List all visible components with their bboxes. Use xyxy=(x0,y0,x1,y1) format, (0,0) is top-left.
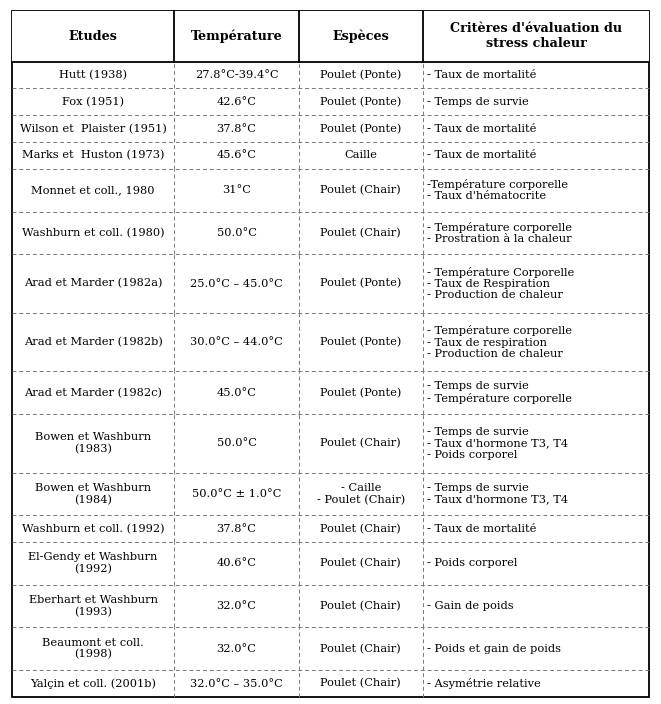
Text: Poulet (Chair): Poulet (Chair) xyxy=(321,643,401,654)
Text: - Poids corporel: - Poids corporel xyxy=(427,558,518,568)
Text: 40.6°C: 40.6°C xyxy=(217,558,256,568)
Text: Fox (1951): Fox (1951) xyxy=(62,96,124,107)
Text: - Caille
- Poulet (Chair): - Caille - Poulet (Chair) xyxy=(317,483,405,505)
Text: Température: Température xyxy=(190,30,282,43)
Text: Marks et  Huston (1973): Marks et Huston (1973) xyxy=(22,151,165,161)
Text: 31°C: 31°C xyxy=(222,185,251,195)
Text: - Taux de mortalité: - Taux de mortalité xyxy=(427,151,536,161)
Text: - Taux de mortalité: - Taux de mortalité xyxy=(427,524,536,534)
Text: Arad et Marder (1982b): Arad et Marder (1982b) xyxy=(24,337,163,347)
Text: Washburn et coll. (1992): Washburn et coll. (1992) xyxy=(22,524,165,534)
Text: Poulet (Chair): Poulet (Chair) xyxy=(321,601,401,611)
Text: - Asymétrie relative: - Asymétrie relative xyxy=(427,678,541,689)
Text: Arad et Marder (1982c): Arad et Marder (1982c) xyxy=(24,387,162,398)
Text: Poulet (Ponte): Poulet (Ponte) xyxy=(320,70,401,80)
Text: Poulet (Chair): Poulet (Chair) xyxy=(321,524,401,534)
Text: Poulet (Ponte): Poulet (Ponte) xyxy=(320,123,401,134)
Text: Monnet et coll., 1980: Monnet et coll., 1980 xyxy=(31,185,155,195)
Text: Washburn et coll. (1980): Washburn et coll. (1980) xyxy=(22,228,165,238)
Text: Wilson et  Plaister (1951): Wilson et Plaister (1951) xyxy=(20,123,167,134)
Text: Bowen et Washburn
(1983): Bowen et Washburn (1983) xyxy=(35,432,151,454)
Text: Beaumont et coll.
(1998): Beaumont et coll. (1998) xyxy=(42,638,144,660)
Text: Poulet (Chair): Poulet (Chair) xyxy=(321,558,401,569)
Text: 42.6°C: 42.6°C xyxy=(217,96,256,107)
Text: 45.6°C: 45.6°C xyxy=(217,151,256,161)
Text: Bowen et Washburn
(1984): Bowen et Washburn (1984) xyxy=(35,483,151,505)
Text: Espèces: Espèces xyxy=(332,30,389,43)
Text: - Temps de survie
- Taux d'hormone T3, T4: - Temps de survie - Taux d'hormone T3, T… xyxy=(427,483,568,505)
Text: - Temps de survie
- Taux d'hormone T3, T4
- Poids corporel: - Temps de survie - Taux d'hormone T3, T… xyxy=(427,427,568,460)
Text: Arad et Marder (1982a): Arad et Marder (1982a) xyxy=(24,278,163,289)
Text: Poulet (Chair): Poulet (Chair) xyxy=(321,185,401,196)
Text: - Taux de mortalité: - Taux de mortalité xyxy=(427,124,536,134)
Text: Yalçin et coll. (2001b): Yalçin et coll. (2001b) xyxy=(30,678,156,689)
Text: 37.8°C: 37.8°C xyxy=(217,124,256,134)
Text: -Température corporelle
- Taux d'hématocrite: -Température corporelle - Taux d'hématoc… xyxy=(427,179,568,201)
Text: 32.0°C: 32.0°C xyxy=(217,643,256,654)
Text: Eberhart et Washburn
(1993): Eberhart et Washburn (1993) xyxy=(28,595,157,617)
Text: 27.8°C-39.4°C: 27.8°C-39.4°C xyxy=(195,70,278,80)
Text: 50.0°C: 50.0°C xyxy=(217,439,256,448)
Text: Poulet (Ponte): Poulet (Ponte) xyxy=(320,387,401,398)
Text: Poulet (Ponte): Poulet (Ponte) xyxy=(320,278,401,289)
Text: Critères d'évaluation du
stress chaleur: Critères d'évaluation du stress chaleur xyxy=(450,22,622,50)
Text: Etudes: Etudes xyxy=(69,30,118,42)
Text: El-Gendy et Washburn
(1992): El-Gendy et Washburn (1992) xyxy=(28,553,158,574)
Text: - Temps de survie
- Température corporelle: - Temps de survie - Température corporel… xyxy=(427,382,572,404)
Text: Poulet (Chair): Poulet (Chair) xyxy=(321,679,401,689)
Text: Hutt (1938): Hutt (1938) xyxy=(59,70,127,80)
Text: 25.0°C – 45.0°C: 25.0°C – 45.0°C xyxy=(190,279,283,289)
Text: - Température Corporelle
- Taux de Respiration
- Production de chaleur: - Température Corporelle - Taux de Respi… xyxy=(427,267,574,301)
Text: 45.0°C: 45.0°C xyxy=(217,388,256,398)
Text: 32.0°C: 32.0°C xyxy=(217,601,256,611)
Text: Poulet (Chair): Poulet (Chair) xyxy=(321,228,401,238)
Text: - Température corporelle
- Taux de respiration
- Production de chaleur: - Température corporelle - Taux de respi… xyxy=(427,325,572,359)
Text: 50.0°C ± 1.0°C: 50.0°C ± 1.0°C xyxy=(192,489,281,499)
Text: - Température corporelle
- Prostration à la chaleur: - Température corporelle - Prostration à… xyxy=(427,222,572,244)
Text: - Taux de mortalité: - Taux de mortalité xyxy=(427,70,536,80)
Text: Caille: Caille xyxy=(344,151,377,161)
Text: - Temps de survie: - Temps de survie xyxy=(427,96,529,107)
Text: - Poids et gain de poids: - Poids et gain de poids xyxy=(427,643,561,654)
Text: 37.8°C: 37.8°C xyxy=(217,524,256,534)
Text: 30.0°C – 44.0°C: 30.0°C – 44.0°C xyxy=(190,337,283,347)
Text: 32.0°C – 35.0°C: 32.0°C – 35.0°C xyxy=(190,679,283,689)
Text: Poulet (Chair): Poulet (Chair) xyxy=(321,438,401,448)
Text: 50.0°C: 50.0°C xyxy=(217,228,256,238)
Text: Poulet (Ponte): Poulet (Ponte) xyxy=(320,337,401,347)
Bar xyxy=(12,11,649,61)
Text: - Gain de poids: - Gain de poids xyxy=(427,601,514,611)
Text: Poulet (Ponte): Poulet (Ponte) xyxy=(320,96,401,107)
